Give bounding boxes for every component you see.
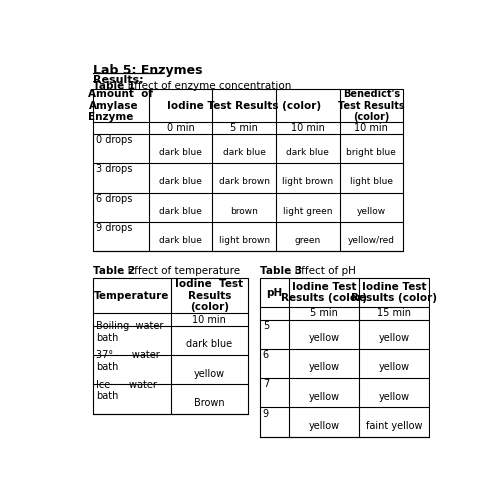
Text: 5 min: 5 min [310, 309, 338, 319]
Text: yellow: yellow [378, 362, 409, 372]
Text: light brown: light brown [282, 177, 333, 186]
Text: pH: pH [266, 288, 282, 298]
Bar [260, 278, 429, 437]
Text: . Effect of enzyme concentration: . Effect of enzyme concentration [121, 81, 292, 91]
Text: Table 1: Table 1 [93, 81, 135, 91]
Text: brown: brown [230, 206, 258, 215]
Text: 9: 9 [263, 408, 269, 418]
Text: Iodine Test
Results (color): Iodine Test Results (color) [281, 282, 367, 304]
Text: yellow: yellow [308, 392, 339, 402]
Text: 37°      water
bath: 37° water bath [96, 350, 160, 372]
Text: yellow: yellow [308, 333, 339, 343]
Text: 0 drops: 0 drops [96, 135, 132, 145]
Text: 5: 5 [263, 321, 269, 331]
Text: yellow: yellow [308, 421, 339, 431]
Text: Amount  of
Amylase
Enzyme: Amount of Amylase Enzyme [88, 89, 153, 122]
Text: Benedict's
Test Results
(color): Benedict's Test Results (color) [338, 89, 404, 122]
Text: Iodine  Test
Results
(color): Iodine Test Results (color) [175, 279, 243, 312]
Text: 9 drops: 9 drops [96, 223, 132, 233]
Text: 3 drops: 3 drops [96, 164, 132, 174]
Text: light green: light green [283, 206, 333, 215]
Text: dark blue: dark blue [286, 148, 329, 157]
Text: yellow: yellow [378, 333, 409, 343]
Text: 0 min: 0 min [167, 123, 195, 133]
Text: 6: 6 [263, 350, 269, 360]
Bar [93, 89, 403, 251]
Text: light blue: light blue [350, 177, 393, 186]
Text: dark blue: dark blue [159, 236, 202, 245]
Text: dark blue: dark blue [159, 206, 202, 215]
Text: yellow: yellow [194, 369, 225, 379]
Text: yellow: yellow [357, 206, 386, 215]
Text: 6 drops: 6 drops [96, 194, 132, 204]
Text: Boiling  water
bath: Boiling water bath [96, 321, 163, 343]
Text: 7: 7 [263, 379, 269, 389]
Text: Table 3: Table 3 [260, 266, 302, 276]
Text: yellow: yellow [308, 362, 339, 372]
Text: yellow/red: yellow/red [348, 236, 395, 245]
Text: 10 min: 10 min [291, 123, 325, 133]
Text: . Effect of temperature: . Effect of temperature [121, 266, 240, 276]
Text: yellow: yellow [378, 392, 409, 402]
Text: Ice      water
bath: Ice water bath [96, 380, 157, 401]
Text: Table 2: Table 2 [93, 266, 135, 276]
Text: green: green [294, 236, 321, 245]
Text: dark brown: dark brown [219, 177, 270, 186]
Text: 15 min: 15 min [377, 309, 411, 319]
Text: Results:: Results: [93, 75, 144, 85]
Text: dark blue: dark blue [159, 177, 202, 186]
Text: Lab 5: Enzymes: Lab 5: Enzymes [93, 64, 203, 77]
Text: dark blue: dark blue [223, 148, 266, 157]
Text: light brown: light brown [218, 236, 270, 245]
Bar [93, 278, 248, 413]
Text: bright blue: bright blue [347, 148, 396, 157]
Text: 10 min: 10 min [354, 123, 388, 133]
Text: 10 min: 10 min [192, 315, 226, 325]
Text: Temperature: Temperature [94, 291, 170, 301]
Text: Brown: Brown [194, 398, 225, 408]
Text: faint yellow: faint yellow [366, 421, 422, 431]
Text: . Effect of pH: . Effect of pH [288, 266, 356, 276]
Text: Iodine Test
Results (color): Iodine Test Results (color) [351, 282, 437, 304]
Text: 5 min: 5 min [230, 123, 258, 133]
Text: dark blue: dark blue [159, 148, 202, 157]
Text: dark blue: dark blue [186, 339, 232, 349]
Text: Iodine Test Results (color): Iodine Test Results (color) [167, 101, 321, 111]
